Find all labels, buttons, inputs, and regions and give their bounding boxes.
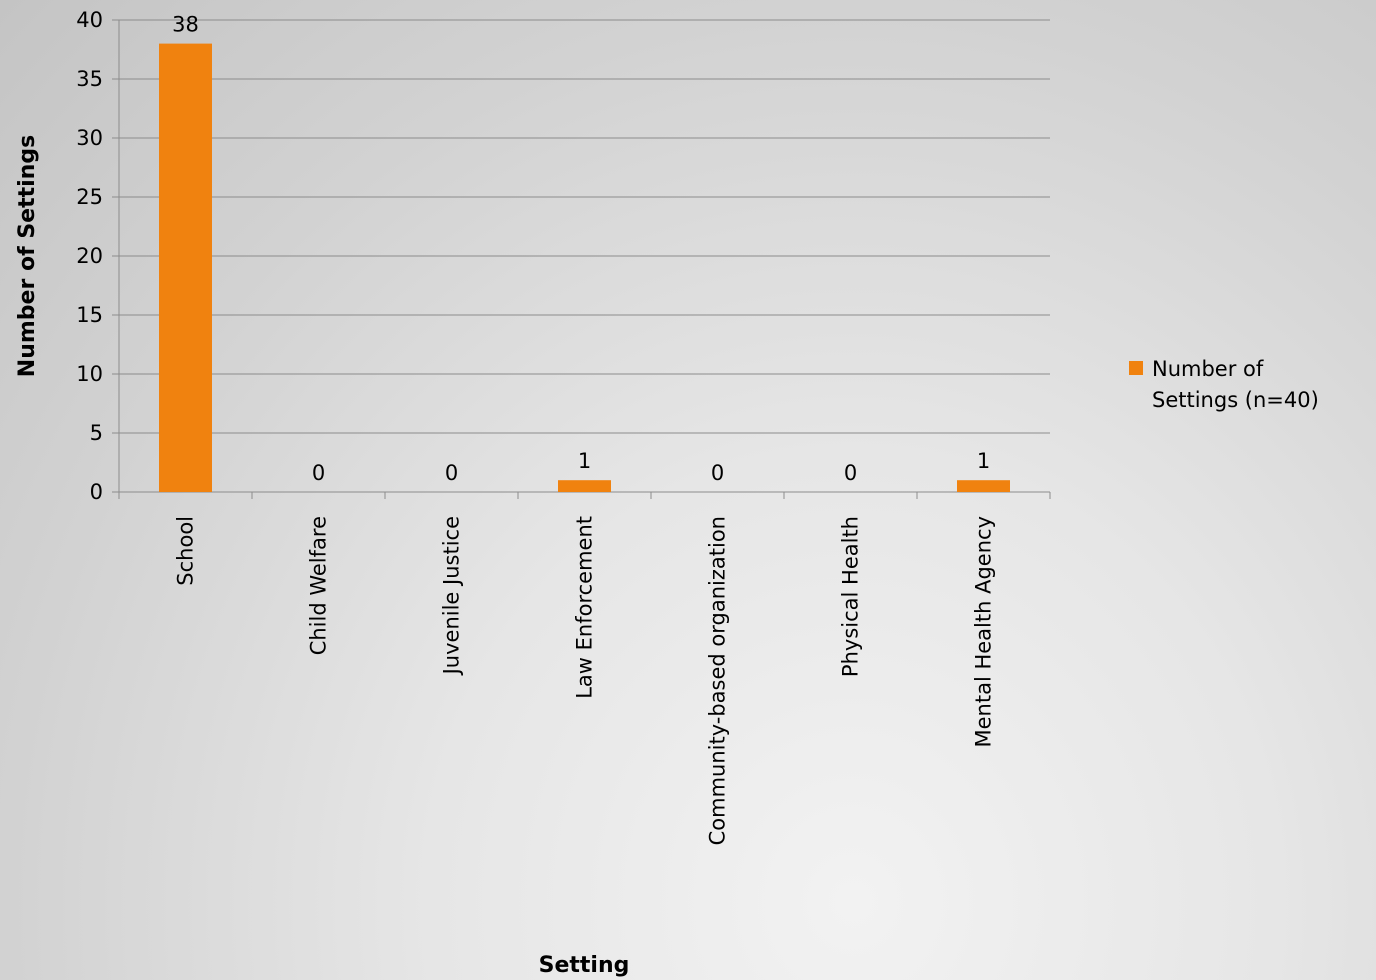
category-label: Child Welfare [307, 516, 331, 655]
bar-6 [957, 480, 1010, 492]
y-tick-label: 30 [76, 126, 103, 150]
y-tick-label: 40 [76, 8, 103, 32]
legend-label-line-1: Number of [1152, 357, 1264, 381]
y-tick-label: 10 [76, 362, 103, 386]
data-label: 1 [578, 449, 591, 473]
data-label: 0 [445, 461, 458, 485]
data-label: 0 [312, 461, 325, 485]
x-axis-title: Setting [539, 953, 630, 978]
y-tick-label: 5 [90, 421, 103, 445]
legend-swatch [1129, 361, 1143, 375]
y-tick-label: 25 [76, 185, 103, 209]
y-tick-label: 20 [76, 244, 103, 268]
x-tick-labels: School Child Welfare Juvenile Justice Law E… [174, 516, 996, 845]
legend: Number of Settings (n=40) [1129, 357, 1319, 412]
category-label: Law Enforcement [573, 516, 597, 699]
category-label: Community-based organization [706, 516, 730, 845]
data-label: 0 [844, 461, 857, 485]
legend-label-line-2: Settings (n=40) [1152, 388, 1319, 412]
y-tick-label: 35 [76, 67, 103, 91]
y-tick-label: 15 [76, 303, 103, 327]
data-label: 38 [172, 13, 199, 37]
y-axis-title: Number of Settings [15, 135, 40, 377]
data-labels: 38 0 0 1 0 0 1 [172, 13, 990, 485]
category-label: School [174, 516, 198, 586]
bars [159, 43, 1010, 492]
category-label: Physical Health [839, 516, 863, 677]
category-label: Mental Health Agency [972, 516, 996, 748]
data-label: 0 [711, 461, 724, 485]
axes [112, 19, 1051, 499]
bar-0 [159, 43, 212, 492]
category-label: Juvenile Justice [440, 516, 464, 676]
gridlines [119, 19, 1050, 434]
y-tick-labels: 0 5 10 15 20 25 30 35 40 [76, 8, 103, 504]
bar-3 [558, 480, 611, 492]
y-tick-label: 0 [90, 480, 103, 504]
data-label: 1 [977, 449, 990, 473]
